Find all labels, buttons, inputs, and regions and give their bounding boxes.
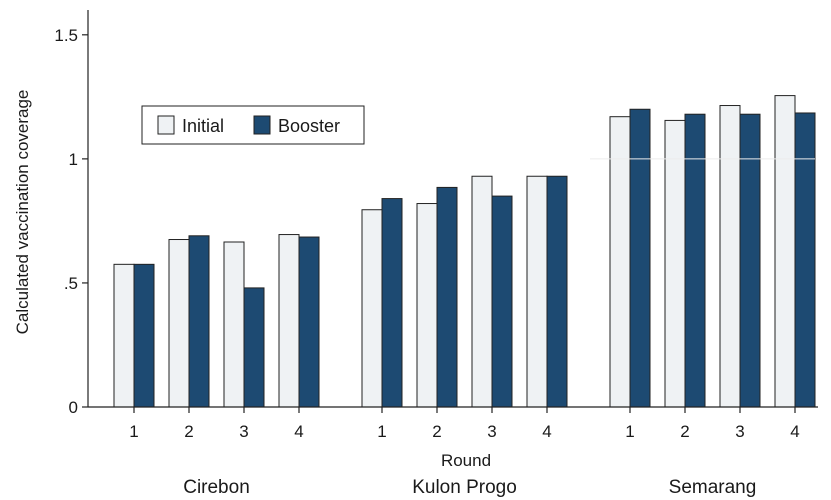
legend-swatch-booster — [253, 115, 271, 135]
bar-initial — [223, 241, 245, 408]
bar-booster — [546, 175, 568, 408]
y-tick-label: 1 — [69, 150, 78, 169]
round-tick-label: 4 — [790, 422, 799, 441]
bar-booster — [491, 195, 513, 408]
region-label: Semarang — [669, 477, 757, 498]
round-tick-label: 2 — [680, 422, 689, 441]
y-axis-title: Calculated vaccination coverage — [13, 90, 32, 335]
round-tick-label: 2 — [184, 422, 193, 441]
bars-layer — [113, 95, 816, 408]
round-tick-label: 3 — [735, 422, 744, 441]
bar-booster — [794, 112, 816, 408]
legend-box — [141, 105, 365, 145]
bar-initial — [361, 209, 383, 408]
round-tick-label: 1 — [129, 422, 138, 441]
bar-initial — [774, 95, 796, 408]
bar-booster — [436, 186, 458, 408]
bar-booster — [629, 108, 651, 408]
y-tick-label: 1.5 — [54, 26, 78, 45]
bar-initial — [278, 234, 300, 408]
axes-layer: 0 .5 1 1.5 1 2 3 4 Cirebon 1 2 3 4 Kulon Progo 1 2 3 4 Sem… — [54, 10, 818, 498]
round-tick-label: 4 — [294, 422, 303, 441]
round-tick-label: 1 — [625, 422, 634, 441]
bar-booster — [739, 113, 761, 408]
bar-initial — [471, 175, 493, 408]
bar-booster — [381, 198, 403, 408]
round-tick-label: 1 — [377, 422, 386, 441]
bar-booster — [188, 235, 210, 408]
y-tick-label: 0 — [69, 398, 78, 417]
bar-booster — [298, 236, 320, 408]
bar-initial — [526, 175, 548, 408]
legend: Initial Booster — [141, 105, 365, 145]
x-axis-title: Round — [441, 451, 491, 470]
region-label: Kulon Progo — [412, 477, 517, 498]
bar-initial — [609, 116, 631, 408]
round-tick-label: 4 — [542, 422, 551, 441]
round-tick-label: 2 — [432, 422, 441, 441]
bar-initial — [664, 119, 686, 408]
round-tick-label: 3 — [487, 422, 496, 441]
bar-booster — [243, 287, 265, 408]
y-tick-label: .5 — [64, 274, 78, 293]
bar-booster — [133, 263, 155, 408]
bar-initial — [168, 239, 190, 408]
round-tick-label: 3 — [239, 422, 248, 441]
bar-initial — [416, 203, 438, 408]
bar-initial — [113, 263, 135, 408]
bar-initial — [719, 105, 741, 408]
legend-label-initial: Initial — [182, 116, 224, 136]
region-label: Cirebon — [183, 477, 250, 498]
bar-booster — [684, 113, 706, 408]
legend-swatch-initial — [157, 115, 175, 135]
legend-label-booster: Booster — [278, 116, 340, 136]
